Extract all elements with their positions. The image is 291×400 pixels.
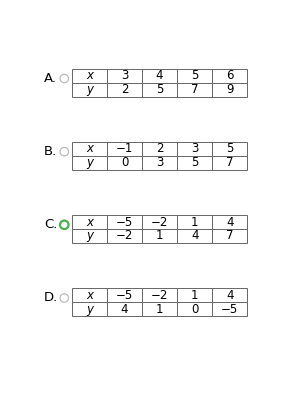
- Text: 4: 4: [226, 216, 233, 228]
- Text: 1: 1: [191, 289, 198, 302]
- Text: x: x: [86, 289, 93, 302]
- Bar: [72, 142, 247, 170]
- Text: x: x: [86, 142, 93, 155]
- Text: 2: 2: [156, 142, 163, 155]
- Text: 3: 3: [121, 69, 128, 82]
- Text: 2: 2: [121, 83, 128, 96]
- Text: C.: C.: [44, 218, 58, 231]
- Text: 5: 5: [191, 156, 198, 169]
- Text: −5: −5: [221, 302, 238, 316]
- Circle shape: [60, 294, 69, 302]
- Text: −5: −5: [116, 216, 133, 228]
- Text: 0: 0: [121, 156, 128, 169]
- Text: 4: 4: [156, 69, 163, 82]
- Text: 1: 1: [191, 216, 198, 228]
- Bar: [72, 288, 247, 316]
- Text: 1: 1: [156, 302, 163, 316]
- Text: 4: 4: [121, 302, 128, 316]
- Text: 7: 7: [191, 83, 198, 96]
- Text: B.: B.: [44, 145, 57, 158]
- Circle shape: [60, 74, 69, 83]
- Text: −1: −1: [116, 142, 133, 155]
- Bar: [72, 215, 247, 243]
- Text: −2: −2: [116, 229, 133, 242]
- Text: 4: 4: [226, 289, 233, 302]
- Text: 3: 3: [156, 156, 163, 169]
- Text: 3: 3: [191, 142, 198, 155]
- Text: −2: −2: [151, 216, 168, 228]
- Text: −2: −2: [151, 289, 168, 302]
- Text: A.: A.: [44, 72, 57, 85]
- Circle shape: [60, 148, 69, 156]
- Text: 0: 0: [191, 302, 198, 316]
- Text: 5: 5: [156, 83, 163, 96]
- Text: y: y: [86, 229, 93, 242]
- Text: y: y: [86, 83, 93, 96]
- Text: −5: −5: [116, 289, 133, 302]
- Text: 7: 7: [226, 156, 233, 169]
- Text: D.: D.: [44, 292, 58, 304]
- Text: 7: 7: [226, 229, 233, 242]
- Text: 4: 4: [191, 229, 198, 242]
- Text: 5: 5: [191, 69, 198, 82]
- Text: 5: 5: [226, 142, 233, 155]
- Text: y: y: [86, 302, 93, 316]
- Text: 9: 9: [226, 83, 233, 96]
- Text: y: y: [86, 156, 93, 169]
- Text: x: x: [86, 216, 93, 228]
- Text: 6: 6: [226, 69, 233, 82]
- Bar: [72, 69, 247, 96]
- Text: x: x: [86, 69, 93, 82]
- Circle shape: [60, 220, 69, 229]
- Text: 1: 1: [156, 229, 163, 242]
